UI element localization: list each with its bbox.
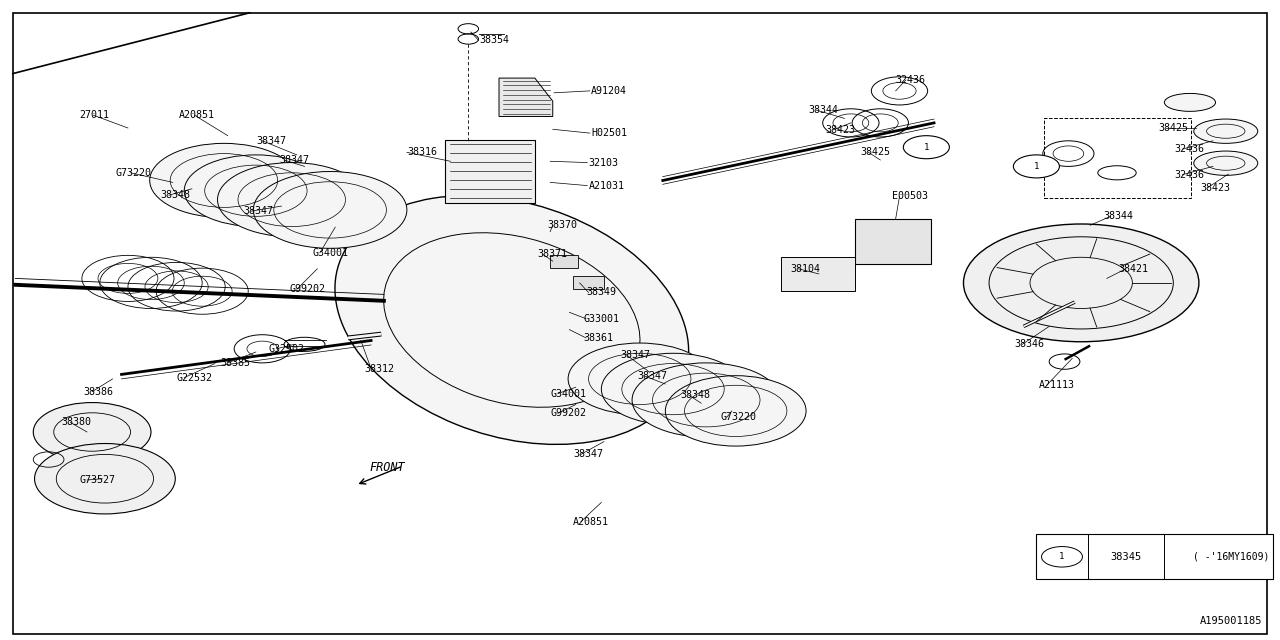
Text: 38370: 38370 — [548, 220, 577, 230]
Text: 38347: 38347 — [637, 371, 667, 381]
FancyBboxPatch shape — [1037, 534, 1274, 579]
Text: A91204: A91204 — [591, 86, 627, 96]
Text: E00503: E00503 — [892, 191, 928, 202]
Text: G34001: G34001 — [550, 388, 586, 399]
Text: 32436: 32436 — [896, 75, 925, 85]
Text: 38347: 38347 — [256, 136, 285, 146]
Text: G33001: G33001 — [584, 314, 620, 324]
Text: A21031: A21031 — [589, 180, 625, 191]
Text: 27011: 27011 — [79, 110, 109, 120]
Text: 38371: 38371 — [538, 249, 567, 259]
Text: 32436: 32436 — [1175, 170, 1204, 180]
Ellipse shape — [1194, 119, 1258, 143]
Text: G34001: G34001 — [312, 248, 348, 258]
Text: H02501: H02501 — [591, 128, 627, 138]
Text: 38423: 38423 — [1201, 182, 1230, 193]
Text: G99202: G99202 — [550, 408, 586, 419]
Circle shape — [632, 363, 781, 437]
Text: 1: 1 — [1060, 552, 1065, 561]
Text: 38361: 38361 — [584, 333, 613, 343]
Text: 38347: 38347 — [243, 206, 273, 216]
Polygon shape — [855, 219, 932, 264]
Polygon shape — [573, 276, 604, 289]
Text: 1: 1 — [924, 143, 929, 152]
Text: G99202: G99202 — [289, 284, 325, 294]
Text: 38421: 38421 — [1119, 264, 1148, 274]
Text: G73527: G73527 — [79, 475, 115, 485]
Ellipse shape — [335, 196, 689, 444]
Text: 38385: 38385 — [220, 358, 250, 368]
Text: 38423: 38423 — [826, 125, 855, 135]
Text: ( -'16MY1609): ( -'16MY1609) — [1193, 552, 1268, 562]
Text: 38348: 38348 — [681, 390, 710, 400]
Circle shape — [253, 172, 407, 248]
Ellipse shape — [1165, 93, 1216, 111]
Text: G73220: G73220 — [115, 168, 151, 178]
Ellipse shape — [1194, 151, 1258, 175]
Circle shape — [1042, 547, 1083, 567]
Text: 32103: 32103 — [589, 157, 618, 168]
Polygon shape — [550, 255, 579, 268]
Circle shape — [1014, 155, 1060, 178]
Polygon shape — [445, 140, 535, 203]
Circle shape — [904, 136, 950, 159]
Text: 1: 1 — [1034, 162, 1039, 171]
Text: 38386: 38386 — [83, 387, 113, 397]
Text: 38345: 38345 — [1110, 552, 1142, 562]
Text: G22532: G22532 — [177, 372, 212, 383]
Text: 38344: 38344 — [809, 105, 838, 115]
Text: A20851: A20851 — [573, 516, 609, 527]
Polygon shape — [499, 78, 553, 116]
Text: 38316: 38316 — [407, 147, 436, 157]
Polygon shape — [781, 257, 855, 291]
Circle shape — [33, 403, 151, 461]
Text: 38312: 38312 — [365, 364, 394, 374]
Text: FRONT: FRONT — [370, 461, 406, 474]
Circle shape — [602, 353, 745, 425]
Circle shape — [218, 163, 366, 237]
Text: 38348: 38348 — [160, 190, 189, 200]
Text: A21113: A21113 — [1039, 380, 1075, 390]
Text: G73220: G73220 — [721, 412, 756, 422]
Text: A20851: A20851 — [179, 110, 215, 120]
Text: 38380: 38380 — [61, 417, 91, 428]
Text: 38346: 38346 — [1015, 339, 1044, 349]
Circle shape — [568, 343, 712, 415]
Text: 38425: 38425 — [860, 147, 890, 157]
Circle shape — [666, 376, 806, 446]
Circle shape — [964, 224, 1199, 342]
Text: A195001185: A195001185 — [1199, 616, 1262, 626]
Text: 38347: 38347 — [573, 449, 603, 460]
Text: 32436: 32436 — [1175, 144, 1204, 154]
Text: G32502: G32502 — [269, 344, 305, 354]
Text: 38104: 38104 — [791, 264, 820, 274]
Circle shape — [184, 155, 328, 227]
Text: 38344: 38344 — [1103, 211, 1133, 221]
Text: 38347: 38347 — [621, 350, 650, 360]
Text: 38425: 38425 — [1158, 123, 1188, 133]
Text: 38349: 38349 — [586, 287, 616, 298]
Circle shape — [35, 444, 175, 514]
Text: 38354: 38354 — [480, 35, 509, 45]
Circle shape — [150, 143, 298, 218]
Text: 38347: 38347 — [279, 155, 308, 165]
